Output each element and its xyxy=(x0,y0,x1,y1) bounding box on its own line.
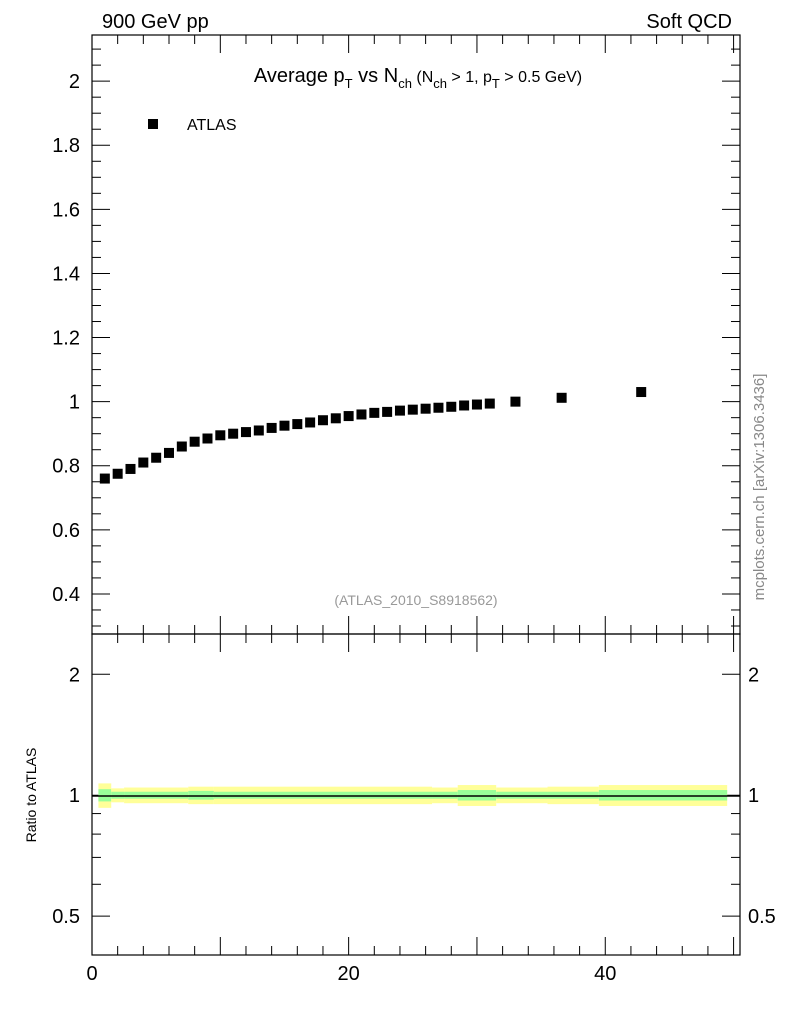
y-tick-label: 0.4 xyxy=(52,584,80,606)
x-tick-labels: 0 20 40 xyxy=(86,963,616,985)
ratio-tick-label: 2 xyxy=(69,664,80,686)
upper-axis-ticks xyxy=(91,35,740,955)
data-point xyxy=(292,419,303,430)
data-point xyxy=(382,406,393,417)
ratio-band-inner xyxy=(111,791,125,799)
y-tick-label: 2 xyxy=(69,71,80,93)
ratio-tick-label: 1 xyxy=(69,785,80,807)
data-point xyxy=(99,473,110,484)
legend-marker-atlas xyxy=(148,119,158,129)
y-tick-label: 1.8 xyxy=(52,135,80,157)
ratio-band-inner xyxy=(213,791,433,799)
data-point xyxy=(228,428,239,439)
data-point xyxy=(471,399,482,410)
data-point xyxy=(394,405,405,416)
analysis-label: (ATLAS_2010_S8918562) xyxy=(334,592,497,608)
data-point xyxy=(317,415,328,426)
y-tick-label: 1.6 xyxy=(52,199,80,221)
data-point xyxy=(163,447,174,458)
title-segment: Average p xyxy=(254,65,345,87)
chart-title: Average pT vs Nch (Nch > 1, pT > 0.5 GeV… xyxy=(254,65,582,91)
data-point xyxy=(266,422,277,433)
data-point xyxy=(112,468,123,479)
title-segment: (N xyxy=(412,69,433,86)
data-point xyxy=(420,403,431,414)
title-segment: > 1, p xyxy=(447,69,492,86)
ratio-band-inner xyxy=(496,791,548,799)
data-point xyxy=(356,409,367,420)
data-point xyxy=(510,396,521,407)
title-segment: ch xyxy=(433,76,447,91)
data-point xyxy=(215,430,226,441)
data-point xyxy=(446,401,457,412)
ratio-band-inner xyxy=(188,790,214,800)
y-tick-label: 1.2 xyxy=(52,328,80,350)
legend-label-atlas: ATLAS xyxy=(187,117,237,134)
y-tick-label: 0.6 xyxy=(52,520,80,542)
ratio-tick-label: 0.5 xyxy=(52,906,80,928)
title-segment: > 0.5 GeV) xyxy=(500,69,582,86)
ratio-tick-labels: 0.5 0.5 1 1 2 2 xyxy=(52,664,776,928)
data-point xyxy=(202,433,213,444)
data-points xyxy=(99,387,647,484)
data-point xyxy=(459,400,470,411)
title-segment: vs N xyxy=(353,65,399,87)
data-point xyxy=(125,463,136,474)
data-point xyxy=(253,425,264,436)
side-label: mcplots.cern.ch [arXiv:1306.3436] xyxy=(751,374,768,601)
data-point xyxy=(305,417,316,428)
ratio-tick-label-right: 2 xyxy=(748,664,759,686)
header-left: 900 GeV pp xyxy=(102,11,209,33)
data-point xyxy=(636,387,647,398)
data-point xyxy=(407,404,418,415)
x-tick-label: 20 xyxy=(338,963,360,985)
data-point xyxy=(279,420,290,431)
title-segment: T xyxy=(345,76,353,91)
header-right: Soft QCD xyxy=(646,11,732,33)
title-segment: T xyxy=(492,76,500,91)
ratio-tick-label-right: 1 xyxy=(748,785,759,807)
data-point xyxy=(556,392,567,403)
data-point xyxy=(330,413,341,424)
x-tick-label: 0 xyxy=(86,963,97,985)
data-point xyxy=(176,441,187,452)
data-point xyxy=(138,457,149,468)
ratio-band-inner xyxy=(432,791,458,799)
title-segment: ch xyxy=(398,76,412,91)
ratio-panel-frame xyxy=(91,633,741,956)
data-point xyxy=(433,402,444,413)
y-tick-label: 1 xyxy=(69,392,80,414)
ratio-band-inner xyxy=(124,791,189,799)
y-tick-labels: 0.4 0.6 0.8 1 1.2 1.4 1.6 1.8 2 xyxy=(52,71,80,606)
data-point xyxy=(484,398,495,409)
data-point xyxy=(240,427,251,438)
data-point xyxy=(343,411,354,422)
y-tick-label: 1.4 xyxy=(52,263,80,285)
data-point xyxy=(151,452,162,463)
ratio-axis-ticks xyxy=(92,673,740,956)
y-tick-label: 0.8 xyxy=(52,456,80,478)
ratio-tick-label-right: 0.5 xyxy=(748,906,776,928)
ratio-band-inner xyxy=(547,791,599,799)
ratio-ylabel: Ratio to ATLAS xyxy=(23,748,39,843)
x-tick-label: 40 xyxy=(594,963,616,985)
data-point xyxy=(369,407,380,418)
data-point xyxy=(189,436,200,447)
